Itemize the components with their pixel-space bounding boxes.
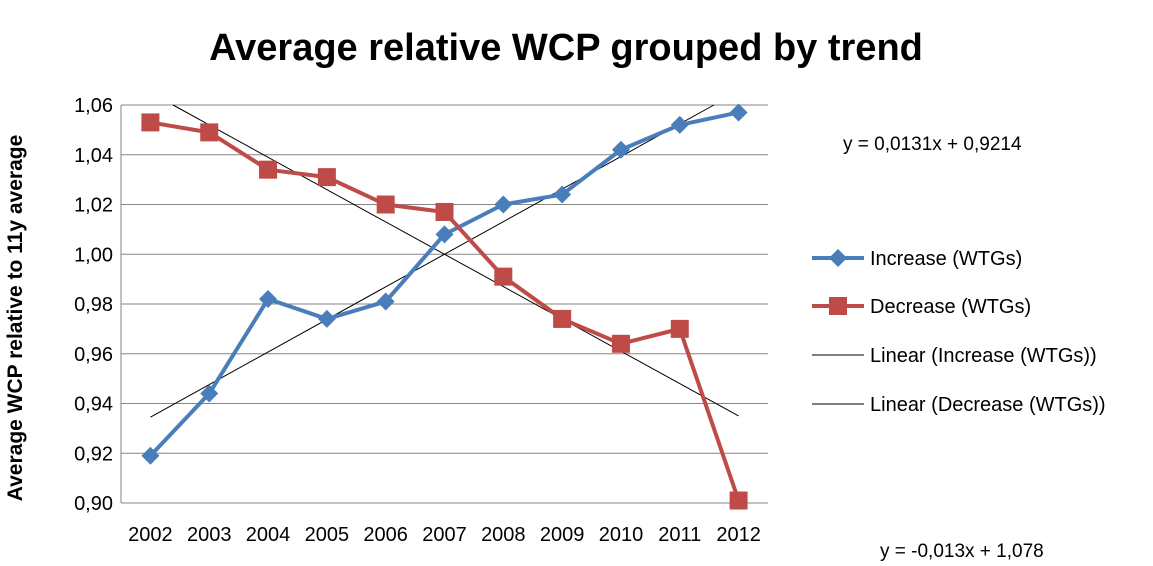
data-point-decrease — [376, 195, 395, 214]
x-tick-label: 2004 — [246, 524, 291, 546]
x-tick-label: 2007 — [422, 524, 467, 546]
data-point-decrease — [317, 168, 336, 187]
chart-title: Average relative WCP grouped by trend — [209, 27, 923, 69]
data-point-increase — [729, 103, 748, 122]
y-tick-label: 0,92 — [74, 443, 113, 465]
y-tick-label: 0,96 — [74, 344, 113, 366]
data-point-decrease — [435, 202, 454, 221]
data-point-decrease — [200, 123, 219, 142]
trendline-decrease — [172, 104, 739, 417]
x-tick-label: 2005 — [305, 524, 350, 546]
legend-label-linear-increase: Linear (Increase (WTGs)) — [870, 345, 1097, 367]
data-point-decrease — [494, 267, 513, 286]
series-line-decrease — [150, 120, 741, 502]
legend-label-decrease: Decrease (WTGs) — [870, 296, 1031, 318]
legend-marker-increase — [829, 249, 847, 267]
data-point-decrease — [259, 160, 278, 179]
data-point-increase — [670, 115, 689, 134]
y-tick-label: 1,04 — [74, 145, 113, 167]
data-point-decrease — [611, 334, 630, 353]
data-point-increase — [259, 290, 278, 309]
data-point-increase — [376, 292, 395, 311]
x-tick-label: 2003 — [187, 524, 232, 546]
series-markers — [141, 103, 748, 510]
x-tick-label: 2009 — [540, 524, 585, 546]
y-tick-label: 1,02 — [74, 195, 113, 217]
x-tick-label: 2002 — [128, 524, 173, 546]
x-tick-label: 2011 — [658, 524, 701, 546]
legend-label-increase: Increase (WTGs) — [870, 248, 1022, 270]
data-point-decrease — [553, 309, 572, 328]
x-tick-labels: 2002 2003 2004 2005 2006 2007 2008 2009 2010 2011… — [128, 524, 761, 546]
legend-label-linear-decrease: Linear (Decrease (WTGs)) — [870, 394, 1106, 416]
series-lines — [148, 110, 741, 502]
y-tick-label: 0,94 — [74, 394, 113, 416]
data-point-decrease — [729, 491, 748, 510]
x-tick-label: 2006 — [363, 524, 408, 546]
y-tick-labels: 0,90 0,92 0,94 0,96 0,98 1,00 1,02 1,04 1,06 — [74, 95, 113, 515]
trend-equation-increase: y = 0,0131x + 0,9214 — [843, 134, 1022, 155]
x-tick-label: 2012 — [716, 524, 761, 546]
legend-marker-decrease — [829, 297, 847, 315]
series-line-increase — [148, 110, 740, 458]
data-point-increase — [553, 185, 572, 204]
data-point-increase — [494, 195, 513, 214]
y-tick-label: 1,06 — [74, 95, 113, 117]
y-tick-label: 0,90 — [74, 493, 113, 515]
data-point-increase — [435, 225, 454, 244]
data-point-increase — [141, 446, 160, 465]
data-point-increase — [611, 140, 630, 159]
data-point-increase — [200, 384, 219, 403]
data-point-decrease — [141, 113, 160, 132]
x-tick-label: 2010 — [599, 524, 644, 546]
trendline-increase — [150, 104, 715, 418]
x-tick-label: 2008 — [481, 524, 526, 546]
trend-equation-decrease: y = -0,013x + 1,078 — [880, 541, 1044, 562]
data-point-decrease — [670, 319, 689, 338]
gridlines — [120, 104, 768, 504]
y-tick-label: 0,98 — [74, 294, 113, 316]
y-axis-label: Average WCP relative to 11y average — [4, 135, 27, 502]
legend: Increase (WTGs) Decrease (WTGs) Linear (… — [812, 248, 1106, 416]
data-point-increase — [317, 309, 336, 328]
y-tick-label: 1,00 — [74, 244, 113, 266]
